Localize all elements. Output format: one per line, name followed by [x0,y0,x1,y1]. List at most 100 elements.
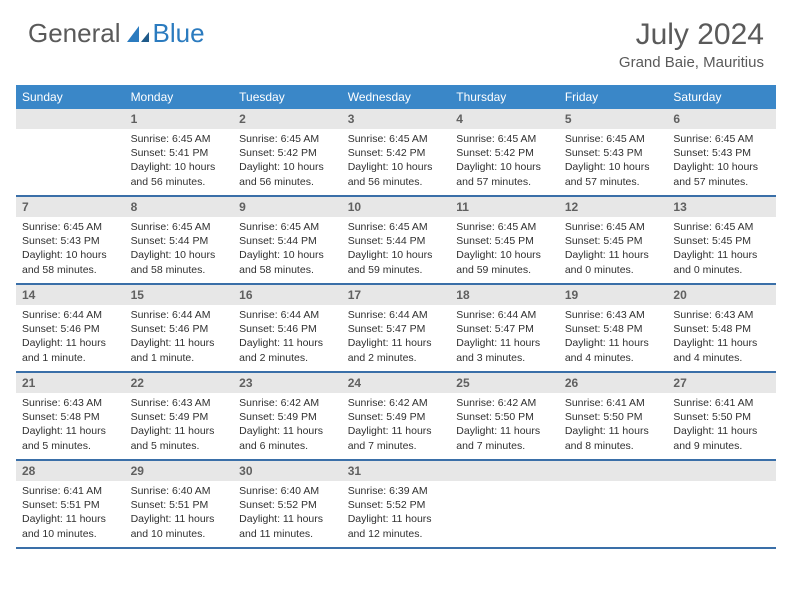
daylight-text: Daylight: 11 hours and 10 minutes. [131,512,228,540]
sunset-text: Sunset: 5:45 PM [565,234,662,248]
day-cell: 19Sunrise: 6:43 AMSunset: 5:48 PMDayligh… [559,285,668,371]
day-cell: 22Sunrise: 6:43 AMSunset: 5:49 PMDayligh… [125,373,234,459]
day-cell: 27Sunrise: 6:41 AMSunset: 5:50 PMDayligh… [667,373,776,459]
day-number: 4 [450,109,559,129]
day-info: Sunrise: 6:43 AMSunset: 5:48 PMDaylight:… [559,305,668,371]
day-cell: 12Sunrise: 6:45 AMSunset: 5:45 PMDayligh… [559,197,668,283]
sunrise-text: Sunrise: 6:43 AM [673,308,770,322]
sunset-text: Sunset: 5:44 PM [348,234,445,248]
day-number: 16 [233,285,342,305]
day-cell: 4Sunrise: 6:45 AMSunset: 5:42 PMDaylight… [450,109,559,195]
day-cell: 21Sunrise: 6:43 AMSunset: 5:48 PMDayligh… [16,373,125,459]
sunset-text: Sunset: 5:52 PM [348,498,445,512]
daylight-text: Daylight: 10 hours and 58 minutes. [22,248,119,276]
day-number: 23 [233,373,342,393]
day-number [16,109,125,129]
sunset-text: Sunset: 5:48 PM [22,410,119,424]
day-cell: 29Sunrise: 6:40 AMSunset: 5:51 PMDayligh… [125,461,234,547]
sunrise-text: Sunrise: 6:45 AM [348,220,445,234]
calendar: Sunday Monday Tuesday Wednesday Thursday… [16,85,776,549]
daylight-text: Daylight: 11 hours and 7 minutes. [456,424,553,452]
day-cell: 25Sunrise: 6:42 AMSunset: 5:50 PMDayligh… [450,373,559,459]
sunset-text: Sunset: 5:51 PM [22,498,119,512]
title-block: July 2024 Grand Baie, Mauritius [619,18,764,71]
daylight-text: Daylight: 11 hours and 1 minute. [131,336,228,364]
sunset-text: Sunset: 5:45 PM [456,234,553,248]
sunset-text: Sunset: 5:45 PM [673,234,770,248]
sunset-text: Sunset: 5:48 PM [673,322,770,336]
day-info: Sunrise: 6:45 AMSunset: 5:42 PMDaylight:… [450,129,559,195]
daylight-text: Daylight: 10 hours and 59 minutes. [456,248,553,276]
week-row: 21Sunrise: 6:43 AMSunset: 5:48 PMDayligh… [16,373,776,461]
day-number: 6 [667,109,776,129]
daylight-text: Daylight: 11 hours and 11 minutes. [239,512,336,540]
day-number: 7 [16,197,125,217]
daylight-text: Daylight: 10 hours and 56 minutes. [239,160,336,188]
sunrise-text: Sunrise: 6:45 AM [673,220,770,234]
daylight-text: Daylight: 11 hours and 0 minutes. [673,248,770,276]
day-number: 31 [342,461,451,481]
day-info: Sunrise: 6:45 AMSunset: 5:44 PMDaylight:… [342,217,451,283]
sunset-text: Sunset: 5:49 PM [131,410,228,424]
sunset-text: Sunset: 5:41 PM [131,146,228,160]
day-info: Sunrise: 6:40 AMSunset: 5:52 PMDaylight:… [233,481,342,547]
day-number: 25 [450,373,559,393]
day-cell: 9Sunrise: 6:45 AMSunset: 5:44 PMDaylight… [233,197,342,283]
sunrise-text: Sunrise: 6:45 AM [348,132,445,146]
day-number: 24 [342,373,451,393]
day-info: Sunrise: 6:42 AMSunset: 5:49 PMDaylight:… [233,393,342,459]
day-number: 1 [125,109,234,129]
sunset-text: Sunset: 5:46 PM [22,322,119,336]
sunrise-text: Sunrise: 6:45 AM [565,220,662,234]
day-number [450,461,559,481]
sunset-text: Sunset: 5:50 PM [456,410,553,424]
sunrise-text: Sunrise: 6:45 AM [131,220,228,234]
sunset-text: Sunset: 5:47 PM [456,322,553,336]
weekday-label: Saturday [667,85,776,109]
day-info: Sunrise: 6:44 AMSunset: 5:46 PMDaylight:… [16,305,125,371]
daylight-text: Daylight: 11 hours and 4 minutes. [673,336,770,364]
day-info: Sunrise: 6:45 AMSunset: 5:45 PMDaylight:… [667,217,776,283]
daylight-text: Daylight: 10 hours and 58 minutes. [131,248,228,276]
sunrise-text: Sunrise: 6:44 AM [131,308,228,322]
day-number: 12 [559,197,668,217]
daylight-text: Daylight: 11 hours and 5 minutes. [131,424,228,452]
daylight-text: Daylight: 11 hours and 7 minutes. [348,424,445,452]
day-info: Sunrise: 6:45 AMSunset: 5:44 PMDaylight:… [125,217,234,283]
sunrise-text: Sunrise: 6:44 AM [348,308,445,322]
sunrise-text: Sunrise: 6:42 AM [456,396,553,410]
sunrise-text: Sunrise: 6:39 AM [348,484,445,498]
daylight-text: Daylight: 11 hours and 1 minute. [22,336,119,364]
day-info: Sunrise: 6:44 AMSunset: 5:47 PMDaylight:… [450,305,559,371]
sunset-text: Sunset: 5:42 PM [456,146,553,160]
sunrise-text: Sunrise: 6:42 AM [348,396,445,410]
weekday-label: Wednesday [342,85,451,109]
day-cell: 10Sunrise: 6:45 AMSunset: 5:44 PMDayligh… [342,197,451,283]
daylight-text: Daylight: 10 hours and 57 minutes. [456,160,553,188]
day-cell: 20Sunrise: 6:43 AMSunset: 5:48 PMDayligh… [667,285,776,371]
day-cell: 14Sunrise: 6:44 AMSunset: 5:46 PMDayligh… [16,285,125,371]
daylight-text: Daylight: 11 hours and 5 minutes. [22,424,119,452]
sunrise-text: Sunrise: 6:45 AM [456,220,553,234]
sunset-text: Sunset: 5:44 PM [239,234,336,248]
sunrise-text: Sunrise: 6:45 AM [239,220,336,234]
day-cell: 11Sunrise: 6:45 AMSunset: 5:45 PMDayligh… [450,197,559,283]
daylight-text: Daylight: 11 hours and 2 minutes. [239,336,336,364]
month-title: July 2024 [619,18,764,52]
day-cell: 15Sunrise: 6:44 AMSunset: 5:46 PMDayligh… [125,285,234,371]
day-number: 5 [559,109,668,129]
day-info: Sunrise: 6:41 AMSunset: 5:51 PMDaylight:… [16,481,125,547]
sunset-text: Sunset: 5:47 PM [348,322,445,336]
day-info: Sunrise: 6:45 AMSunset: 5:44 PMDaylight:… [233,217,342,283]
day-info: Sunrise: 6:42 AMSunset: 5:50 PMDaylight:… [450,393,559,459]
weekday-label: Thursday [450,85,559,109]
sunrise-text: Sunrise: 6:41 AM [22,484,119,498]
location-label: Grand Baie, Mauritius [619,54,764,71]
sunrise-text: Sunrise: 6:44 AM [22,308,119,322]
daylight-text: Daylight: 11 hours and 6 minutes. [239,424,336,452]
sunrise-text: Sunrise: 6:45 AM [565,132,662,146]
daylight-text: Daylight: 10 hours and 56 minutes. [131,160,228,188]
sunset-text: Sunset: 5:43 PM [673,146,770,160]
week-row: 14Sunrise: 6:44 AMSunset: 5:46 PMDayligh… [16,285,776,373]
week-row: 1Sunrise: 6:45 AMSunset: 5:41 PMDaylight… [16,109,776,197]
